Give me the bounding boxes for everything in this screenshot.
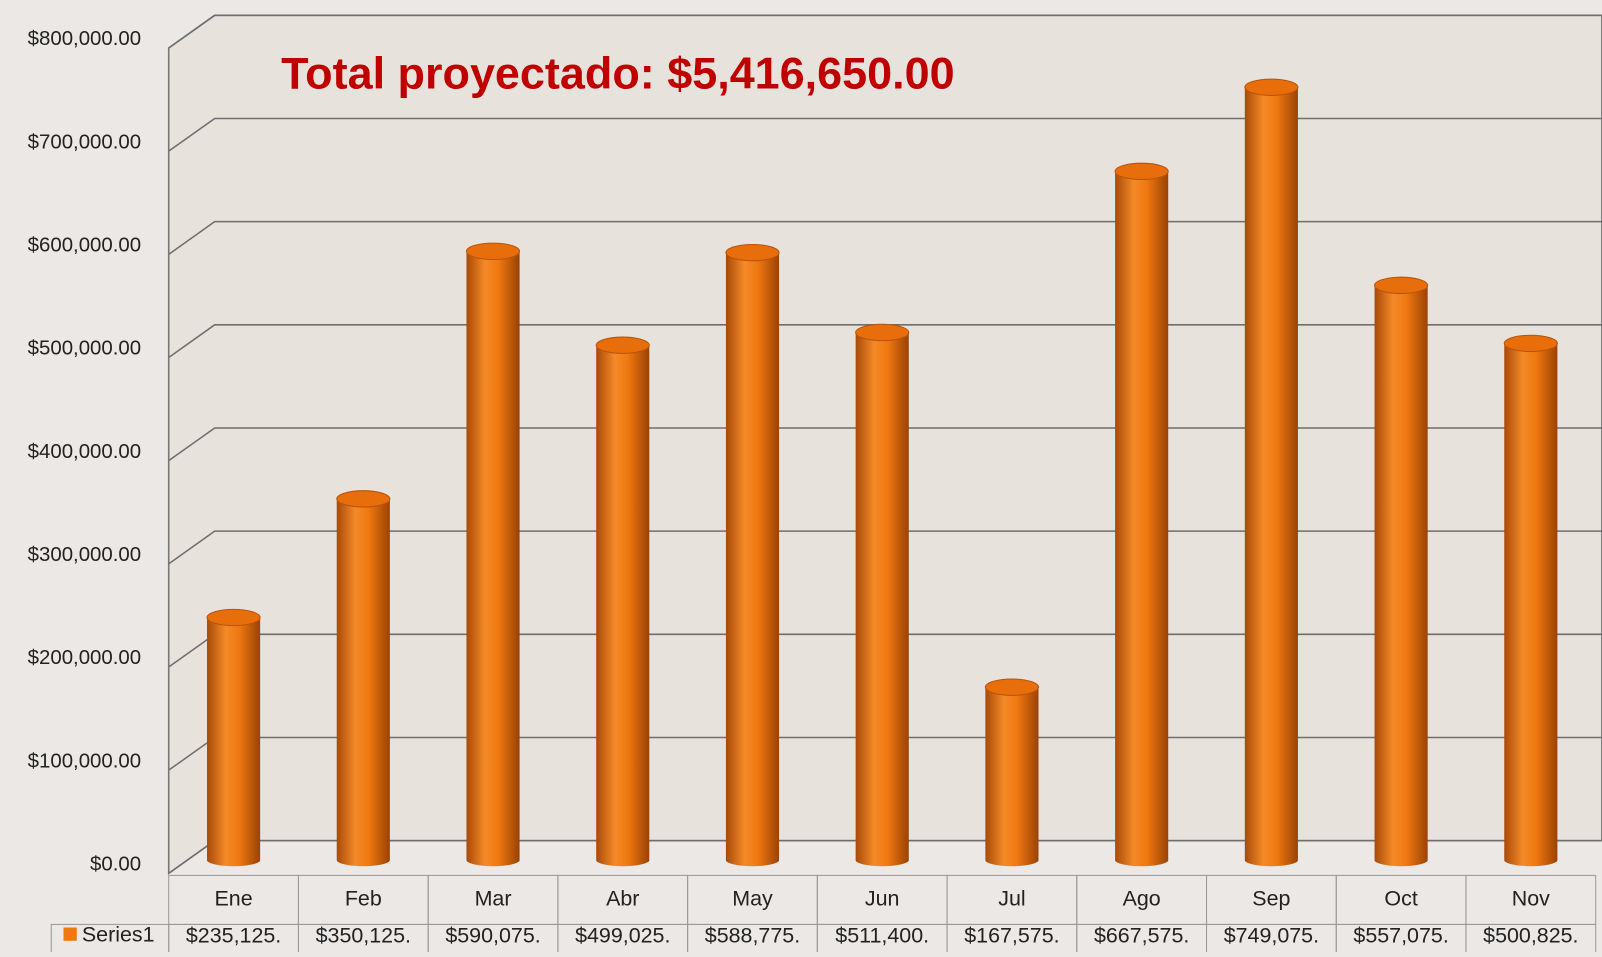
x-tick-label: Jun bbox=[865, 887, 900, 911]
x-tick-label: Nov bbox=[1512, 887, 1550, 911]
y-tick-label: $700,000.00 bbox=[28, 131, 141, 153]
value-label: $667,575. bbox=[1094, 923, 1189, 947]
bar-top bbox=[1244, 78, 1299, 96]
x-tick-label: Ene bbox=[215, 887, 253, 911]
bar bbox=[1115, 171, 1169, 867]
value-label: $500,825. bbox=[1483, 923, 1578, 947]
value-label: $588,775. bbox=[705, 923, 800, 947]
y-tick-label: $100,000.00 bbox=[28, 750, 141, 772]
y-tick-label: $400,000.00 bbox=[28, 441, 141, 463]
y-tick-label: $0.00 bbox=[90, 854, 141, 876]
legend-swatch bbox=[63, 927, 77, 941]
bar bbox=[336, 498, 390, 867]
bar-top bbox=[465, 242, 521, 260]
x-tick-label: Jul bbox=[998, 887, 1025, 911]
y-tick-label: $600,000.00 bbox=[28, 235, 141, 257]
x-tick-label: May bbox=[732, 887, 773, 911]
y-tick-label: $500,000.00 bbox=[28, 338, 141, 360]
value-label: $749,075. bbox=[1224, 923, 1319, 947]
bar bbox=[855, 332, 909, 867]
y-tick-label: $200,000.00 bbox=[28, 647, 141, 669]
grid-line bbox=[168, 14, 1602, 49]
chart-title: Total proyectado: $5,416,650.00 bbox=[281, 47, 955, 98]
value-label: $235,125. bbox=[186, 923, 281, 947]
value-label: $499,025. bbox=[575, 923, 670, 947]
bar-top bbox=[206, 608, 261, 627]
value-label: $590,075. bbox=[445, 923, 540, 947]
bar-top bbox=[855, 323, 910, 342]
bar bbox=[596, 345, 650, 867]
x-tick-label: Oct bbox=[1384, 887, 1417, 911]
value-label: $350,125. bbox=[316, 923, 411, 947]
bar bbox=[1374, 285, 1428, 867]
x-tick-label: Mar bbox=[475, 887, 512, 911]
x-tick-label: Feb bbox=[345, 887, 382, 911]
x-tick-label: Sep bbox=[1252, 887, 1290, 911]
grid-line bbox=[168, 117, 1602, 152]
bars bbox=[206, 78, 1558, 867]
bar-top bbox=[336, 490, 391, 508]
value-label: $167,575. bbox=[964, 923, 1059, 947]
value-label: $557,075. bbox=[1353, 923, 1448, 947]
value-label: $511,400. bbox=[835, 923, 929, 947]
bar-top bbox=[1503, 334, 1558, 353]
bar bbox=[725, 252, 780, 867]
bar bbox=[1244, 87, 1298, 867]
bar-top bbox=[1374, 276, 1429, 295]
y-tick-label: $800,000.00 bbox=[28, 28, 141, 50]
bar bbox=[985, 687, 1039, 867]
bar bbox=[207, 617, 261, 867]
bar-top bbox=[1114, 162, 1169, 181]
data-table: Series1 Ene $235,125. Feb $350,125. Mar $590,0… bbox=[50, 874, 1597, 954]
legend-label: Series1 bbox=[82, 922, 155, 946]
y-tick-label: $300,000.00 bbox=[28, 544, 141, 566]
x-tick-label: Ago bbox=[1123, 887, 1161, 911]
bar bbox=[1504, 343, 1558, 867]
bar-top bbox=[725, 243, 780, 262]
bar-top bbox=[984, 678, 1040, 696]
bar bbox=[466, 251, 520, 867]
bar-top bbox=[595, 336, 650, 354]
x-tick-label: Abr bbox=[606, 887, 639, 911]
